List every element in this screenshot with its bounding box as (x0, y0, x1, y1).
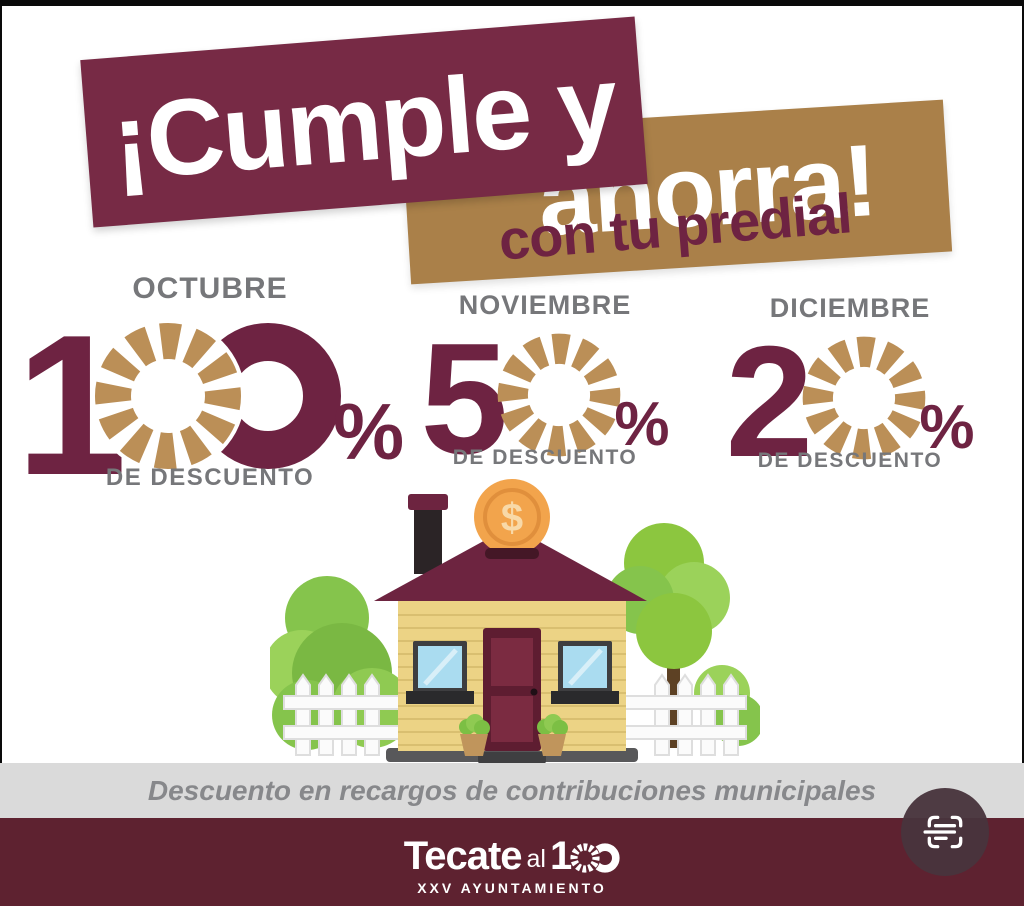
month-label: NOVIEMBRE (458, 290, 632, 320)
brand-one: 1 (550, 834, 573, 878)
sunburst-zero-crescent-icon (93, 321, 342, 471)
roof (374, 526, 647, 601)
headline-line1: ¡Cumple y (107, 41, 621, 203)
flower-pots (459, 714, 568, 756)
right-window (551, 641, 619, 704)
top-black-bar (0, 0, 1024, 6)
brand-sunburst-zeros-icon (570, 842, 620, 873)
house-piggybank-illustration: $ (270, 479, 760, 764)
discount-value-100: 1 % (10, 306, 410, 506)
discount-noviembre: NOVIEMBRE 5 % DE DESCUENTO (395, 290, 695, 478)
left-window (406, 641, 474, 704)
caption-strip: Descuento en recargos de contribuciones … (0, 763, 1024, 818)
discount-value-50: 5 % (395, 320, 695, 478)
text-scan-button[interactable] (901, 788, 989, 876)
month-label: DICIEMBRE (769, 293, 931, 323)
percent-sign: % (614, 390, 670, 459)
footer-band: Tecate al 1 XXV AYUNTAMIENTO (0, 818, 1024, 906)
coin-icon: $ (474, 479, 550, 555)
sunburst-zero-icon (803, 336, 926, 460)
right-black-edge (1022, 6, 1024, 763)
left-black-edge (0, 6, 2, 763)
percent-sign: % (333, 387, 405, 476)
month-label: OCTUBRE (132, 272, 288, 305)
discount-octubre: OCTUBRE 1 % DE DESCUENTO (10, 272, 410, 506)
tecate-logo: Tecate al 1 (404, 834, 621, 879)
brand-al: al (526, 845, 546, 873)
percent-sign: % (919, 393, 975, 462)
discount-caption: DE DESCUENTO (757, 449, 943, 472)
brand-name: Tecate (403, 834, 523, 878)
coin-slot (485, 548, 539, 559)
discount-caption: DE DESCUENTO (452, 446, 638, 469)
caption-strip-text: Descuento en recargos de contribuciones … (147, 774, 877, 806)
door-step (478, 752, 546, 764)
discount-caption: DE DESCUENTO (105, 464, 315, 491)
discount-diciembre: DICIEMBRE 2 % DE DESCUENTO (700, 293, 1000, 481)
chimney (408, 494, 448, 574)
discount-value-20: 2 % (700, 323, 1000, 481)
dollar-sign: $ (501, 496, 523, 540)
front-door (483, 628, 541, 751)
text-scan-icon (923, 815, 963, 849)
digit: 5 (420, 311, 509, 487)
footer-subtitle: XXV AYUNTAMIENTO (417, 880, 607, 896)
sunburst-zero-icon (498, 333, 621, 457)
digit: 2 (725, 314, 814, 490)
